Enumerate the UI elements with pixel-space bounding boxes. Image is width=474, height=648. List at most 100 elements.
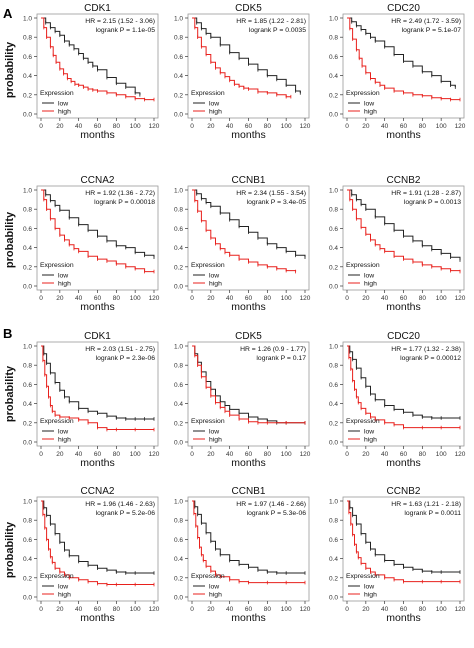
p-value-text: logrank P = 0.0035 — [249, 27, 306, 34]
km-chart-A-CCNB1: CCNB1 0.0 0.2 0.4 0.6 0.8 1.0 0 20 40 60 80 100 120 mo… — [174, 175, 311, 313]
x-axis-label: months — [386, 612, 420, 624]
y-tick-label: 0.4 — [329, 556, 338, 563]
x-tick-label: 80 — [264, 606, 272, 613]
x-axis-label: months — [80, 301, 114, 313]
hr-text: HR = 1.92 (1.36 - 2.72) — [85, 190, 155, 197]
x-tick-label: 20 — [362, 451, 370, 458]
hr-text: HR = 2.49 (1.72 - 3.59) — [391, 18, 461, 25]
x-axis-label: months — [386, 301, 420, 313]
legend-title: Expression — [346, 262, 380, 269]
x-axis-label: months — [231, 129, 265, 141]
x-tick-label: 0 — [39, 606, 43, 613]
hr-text: HR = 1.26 (0.9 - 1.77) — [240, 346, 306, 353]
x-tick-label: 0 — [345, 295, 349, 302]
x-tick-label: 120 — [455, 451, 466, 458]
x-tick-label: 40 — [75, 123, 83, 130]
p-value-text: logrank P = 0.17 — [256, 355, 306, 362]
x-tick-label: 120 — [300, 606, 311, 613]
chart-title: CCNA2 — [81, 486, 115, 497]
x-tick-label: 120 — [455, 123, 466, 130]
p-value-text: logrank P = 0.0011 — [404, 510, 461, 517]
y-tick-label: 1.0 — [174, 188, 183, 195]
y-tick-label: 0.2 — [174, 264, 183, 271]
legend-title: Expression — [191, 90, 225, 97]
x-tick-label: 80 — [113, 606, 121, 613]
x-tick-label: 40 — [226, 123, 234, 130]
x-tick-label: 0 — [190, 451, 194, 458]
y-tick-label: 1.0 — [23, 188, 32, 195]
km-chart-B-CDK1: CDK1 0.0 0.2 0.4 0.6 0.8 1.0 0 20 40 60 80 100 120 mon… — [23, 331, 160, 469]
y-tick-label: 0.4 — [174, 73, 183, 80]
y-tick-label: 0.8 — [23, 363, 32, 370]
x-axis-label: months — [80, 612, 114, 624]
hr-text: HR = 1.85 (1.22 - 2.81) — [236, 18, 306, 25]
km-chart-A-CDC20: CDC20 0.0 0.2 0.4 0.6 0.8 1.0 0 20 40 60 80 100 120 mo… — [329, 3, 466, 141]
y-tick-label: 0.6 — [329, 382, 338, 389]
y-tick-label: 0.2 — [329, 420, 338, 427]
x-tick-label: 0 — [39, 451, 43, 458]
x-tick-label: 20 — [207, 606, 215, 613]
legend-label-high: high — [209, 592, 222, 599]
km-curve-high — [192, 345, 305, 424]
chart-title: CCNB2 — [387, 486, 421, 497]
hr-text: HR = 1.77 (1.32 - 2.38) — [391, 346, 461, 353]
y-tick-label: 0.0 — [329, 595, 338, 602]
x-tick-label: 0 — [345, 606, 349, 613]
x-tick-label: 80 — [419, 451, 427, 458]
legend-label-low: low — [58, 429, 68, 436]
legend-label-high: high — [209, 109, 222, 116]
legend-title: Expression — [191, 573, 225, 580]
legend-label-low: low — [209, 429, 219, 436]
x-tick-label: 0 — [190, 295, 194, 302]
y-tick-label: 1.0 — [329, 344, 338, 351]
y-tick-label: 0.2 — [329, 575, 338, 582]
legend-label-high: high — [58, 437, 71, 444]
y-tick-label: 0.8 — [174, 207, 183, 214]
y-tick-label: 0.2 — [174, 575, 183, 582]
x-tick-label: 80 — [419, 295, 427, 302]
x-tick-label: 120 — [149, 606, 160, 613]
x-tick-label: 60 — [245, 606, 253, 613]
x-tick-label: 120 — [455, 295, 466, 302]
x-tick-label: 80 — [113, 295, 121, 302]
y-tick-label: 0.2 — [174, 92, 183, 99]
legend-title: Expression — [40, 418, 74, 425]
x-tick-label: 20 — [362, 606, 370, 613]
x-tick-label: 20 — [362, 123, 370, 130]
x-tick-label: 100 — [281, 123, 292, 130]
x-axis-label: months — [386, 129, 420, 141]
p-value-text: logrank P = 3.4e-05 — [247, 199, 307, 206]
y-axis-label: probability — [4, 365, 16, 422]
x-tick-label: 20 — [56, 451, 64, 458]
x-tick-label: 40 — [381, 606, 389, 613]
y-tick-label: 0.4 — [174, 245, 183, 252]
x-axis-label: months — [80, 457, 114, 469]
legend-label-high: high — [209, 437, 222, 444]
y-tick-label: 0.6 — [23, 226, 32, 233]
legend-label-high: high — [364, 437, 377, 444]
legend-label-high: high — [58, 109, 71, 116]
km-chart-B-CCNB1: CCNB1 0.0 0.2 0.4 0.6 0.8 1.0 0 20 40 60 80 100 120 mo… — [174, 486, 311, 624]
y-tick-label: 1.0 — [329, 16, 338, 23]
y-tick-label: 1.0 — [174, 16, 183, 23]
km-curve-high — [347, 500, 460, 583]
chart-title: CDK5 — [235, 331, 262, 342]
km-chart-B-CCNA2: CCNA2 0.0 0.2 0.4 0.6 0.8 1.0 0 20 40 60 80 100 120 mo… — [23, 486, 160, 624]
y-tick-label: 0.8 — [23, 207, 32, 214]
y-tick-label: 0.0 — [174, 595, 183, 602]
x-tick-label: 100 — [281, 451, 292, 458]
hr-text: HR = 1.63 (1.21 - 2.18) — [391, 501, 461, 508]
y-tick-label: 1.0 — [23, 499, 32, 506]
legend-title: Expression — [191, 262, 225, 269]
y-tick-label: 0.4 — [329, 401, 338, 408]
p-value-text: logrank P = 0.00012 — [400, 355, 461, 362]
hr-text: HR = 1.97 (1.46 - 2.66) — [236, 501, 306, 508]
y-tick-label: 1.0 — [174, 344, 183, 351]
x-axis-label: months — [386, 457, 420, 469]
x-tick-label: 100 — [436, 606, 447, 613]
y-tick-label: 1.0 — [329, 188, 338, 195]
x-tick-label: 20 — [56, 606, 64, 613]
y-tick-label: 0.0 — [174, 284, 183, 291]
x-tick-label: 80 — [264, 123, 272, 130]
